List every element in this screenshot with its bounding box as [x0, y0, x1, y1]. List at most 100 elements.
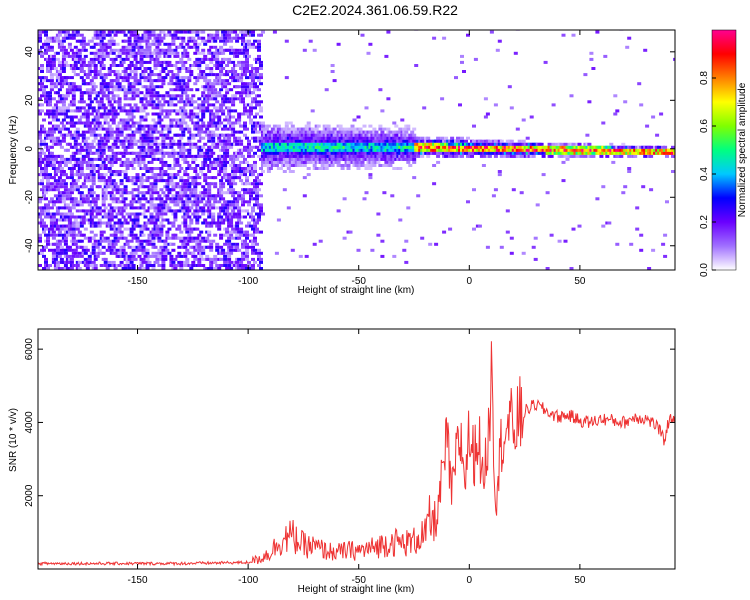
- heatmap-cell: [51, 188, 56, 192]
- heatmap-cell: [181, 118, 186, 122]
- heatmap-cell: [217, 136, 222, 140]
- heatmap-cell: [215, 221, 220, 225]
- heatmap-cell: [97, 51, 102, 55]
- heatmap-cell: [109, 57, 114, 61]
- heatmap-cell: [181, 200, 186, 204]
- heatmap-cell: [59, 154, 64, 158]
- heatmap-cell: [119, 182, 124, 186]
- heatmap-cell: [171, 118, 176, 122]
- heatmap-cell: [93, 221, 98, 225]
- heatmap-cell: [67, 42, 72, 46]
- heatmap-cell: [145, 39, 150, 43]
- heatmap-cell: [243, 106, 247, 110]
- heatmap-cell: [91, 173, 96, 177]
- heatmap-cell: [93, 54, 98, 58]
- heatmap-cell: [93, 133, 98, 137]
- heatmap-cell: [245, 182, 249, 186]
- heatmap-cell: [231, 154, 236, 158]
- heatmap-cell: [141, 194, 146, 198]
- heatmap-cell: [255, 76, 259, 80]
- heatmap-cell: [57, 33, 62, 37]
- heatmap-cell: [195, 115, 200, 119]
- heatmap-cell: [95, 245, 100, 249]
- heatmap-cell: [302, 176, 307, 180]
- heatmap-cell: [73, 121, 78, 125]
- heatmap-cell: [123, 267, 128, 270]
- heatmap-cell: [251, 257, 255, 261]
- heatmap-cell: [109, 36, 114, 40]
- heatmap-cell: [219, 179, 224, 183]
- heatmap-cell: [362, 197, 367, 201]
- heatmap-cell: [137, 200, 142, 204]
- heatmap-cell: [113, 115, 118, 119]
- heatmap-cell: [49, 206, 54, 210]
- heatmap-cell: [57, 70, 62, 73]
- heatmap-cell: [149, 133, 154, 137]
- heatmap-cell: [205, 151, 210, 155]
- heatmap-cell: [201, 236, 206, 240]
- heatmap-cell: [53, 103, 58, 107]
- heatmap-cell: [71, 233, 76, 237]
- heatmap-cell: [85, 42, 90, 46]
- heatmap-cell: [253, 115, 257, 119]
- heatmap-cell: [245, 179, 249, 183]
- heatmap-cell: [201, 103, 206, 107]
- heatmap-cell: [67, 130, 72, 134]
- heatmap-cell: [233, 51, 238, 55]
- heatmap-cell: [125, 212, 130, 216]
- heatmap-cell: [125, 227, 130, 231]
- heatmap-cell: [119, 224, 124, 228]
- heatmap-cell: [398, 218, 403, 222]
- heatmap-cell: [101, 127, 106, 131]
- heatmap-cell: [131, 254, 136, 258]
- heatmap-cell: [87, 260, 92, 264]
- heatmap-cell: [111, 179, 116, 183]
- heatmap-cell: [155, 106, 160, 110]
- heatmap-cell: [131, 136, 136, 140]
- heatmap-cell: [121, 30, 126, 34]
- heatmap-cell: [207, 36, 212, 40]
- heatmap-cell: [243, 173, 247, 177]
- heatmap-cell: [147, 36, 152, 40]
- heatmap-cell: [221, 112, 226, 116]
- heatmap-cell: [149, 103, 154, 107]
- heatmap-cell: [233, 30, 238, 34]
- heatmap-cell: [69, 133, 74, 137]
- heatmap-cell: [71, 136, 76, 140]
- heatmap-cell: [85, 164, 90, 167]
- heatmap-cell: [139, 176, 144, 180]
- heatmap-cell: [145, 209, 150, 213]
- spectrogram-cells: [38, 30, 675, 270]
- heatmap-cell: [169, 179, 174, 183]
- heatmap-cell: [302, 48, 307, 52]
- heatmap-cell: [257, 248, 261, 252]
- heatmap-cell: [209, 88, 214, 92]
- heatmap-cell: [259, 76, 263, 80]
- heatmap-cell: [282, 188, 287, 192]
- heatmap-cell: [237, 212, 242, 216]
- heatmap-cell: [225, 203, 230, 207]
- heatmap-cell: [51, 215, 56, 219]
- heatmap-cell: [211, 118, 216, 122]
- heatmap-cell: [159, 39, 164, 43]
- heatmap-cell: [237, 206, 242, 210]
- heatmap-cell: [93, 67, 98, 70]
- heatmap-cell: [91, 151, 96, 155]
- heatmap-cell: [147, 67, 152, 70]
- heatmap-cell: [243, 200, 247, 204]
- heatmap-cell: [221, 221, 226, 225]
- heatmap-cell: [167, 164, 172, 167]
- heatmap-cell: [404, 260, 409, 264]
- heatmap-cell: [139, 242, 144, 246]
- heatmap-cell: [111, 42, 116, 46]
- heatmap-cell: [63, 33, 68, 37]
- heatmap-cell: [129, 260, 134, 264]
- heatmap-cell: [193, 191, 198, 195]
- heatmap-cell: [103, 106, 108, 110]
- heatmap-cell: [201, 257, 206, 261]
- heatmap-cell: [73, 251, 78, 255]
- heatmap-cell: [239, 67, 244, 70]
- heatmap-cell: [201, 167, 206, 170]
- heatmap-cell: [85, 200, 90, 204]
- heatmap-cell: [181, 145, 186, 149]
